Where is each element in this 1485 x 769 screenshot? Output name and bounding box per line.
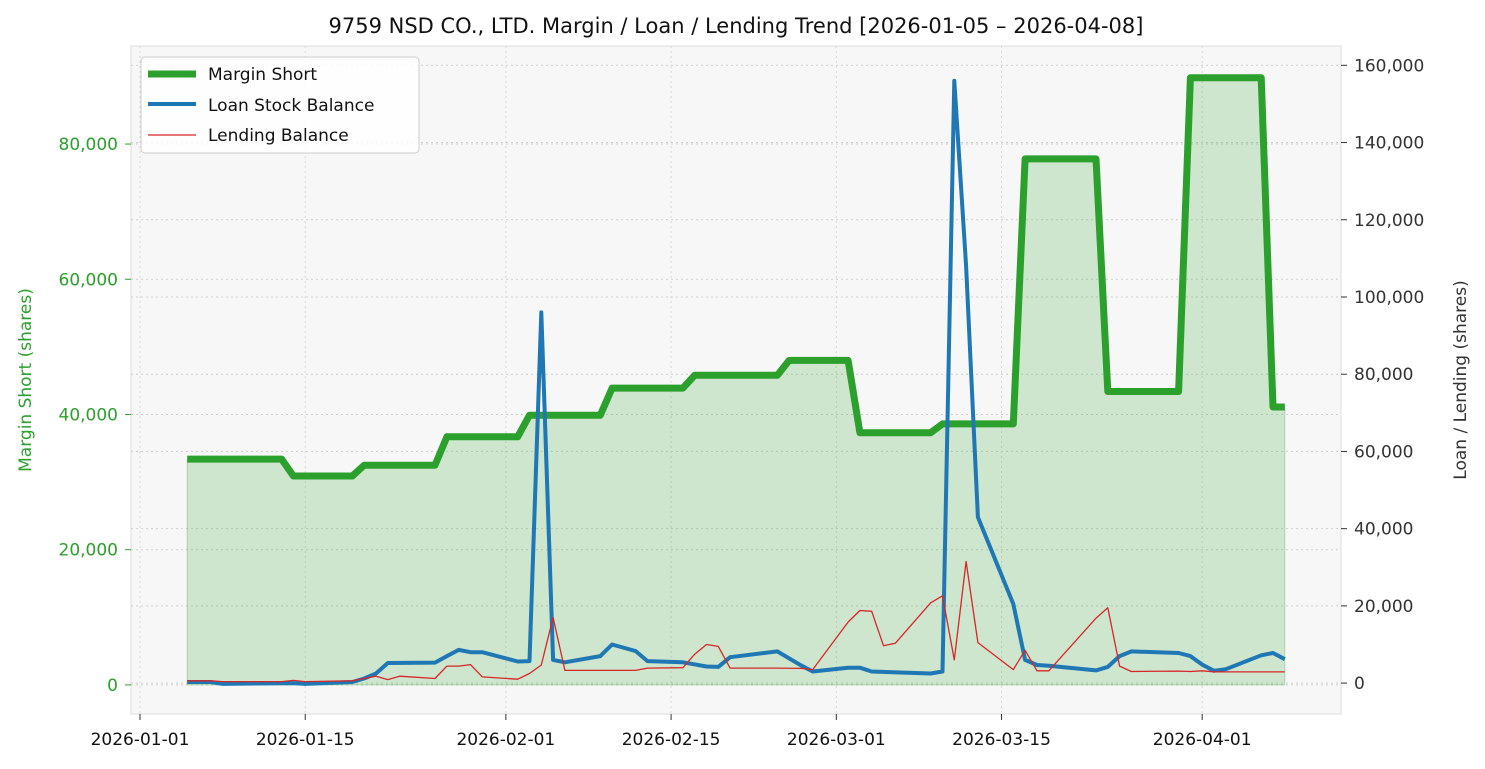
x-tick-2: 2026-02-01 [456,730,555,750]
legend-label-margin-short: Margin Short [208,65,317,85]
y-tick-right-7: 140,000 [1354,134,1424,154]
y-tick-right-4: 80,000 [1354,365,1413,385]
x-tick-1: 2026-01-15 [256,730,355,750]
x-tick-0: 2026-01-01 [91,730,190,750]
y-tick-left-2: 40,000 [59,405,118,425]
y-axis-left-label: Margin Short (shares) [16,288,36,472]
legend-label-lending: Lending Balance [208,126,349,146]
x-tick-6: 2026-04-01 [1153,730,1252,750]
y-tick-right-2: 40,000 [1354,520,1413,540]
y-tick-left-0: 0 [107,676,118,696]
y-tick-left-4: 80,000 [59,135,118,155]
x-tick-3: 2026-02-15 [622,730,721,750]
y-tick-right-8: 160,000 [1354,56,1424,76]
y-tick-right-6: 120,000 [1354,211,1424,231]
y-tick-left-1: 20,000 [59,541,118,561]
chart-title: 9759 NSD CO., LTD. Margin / Loan / Lendi… [329,14,1144,38]
y-tick-right-0: 0 [1354,674,1365,694]
y-tick-right-3: 60,000 [1354,442,1413,462]
legend-label-loan-stock: Loan Stock Balance [208,96,374,116]
y-tick-left-3: 60,000 [59,270,118,290]
x-tick-5: 2026-03-15 [952,730,1051,750]
legend: Margin Short Loan Stock Balance Lending … [141,57,419,153]
y-tick-right-5: 100,000 [1354,288,1424,308]
y-tick-right-1: 20,000 [1354,597,1413,617]
y-axis-right-label: Loan / Lending (shares) [1451,280,1471,479]
x-tick-4: 2026-03-01 [787,730,886,750]
